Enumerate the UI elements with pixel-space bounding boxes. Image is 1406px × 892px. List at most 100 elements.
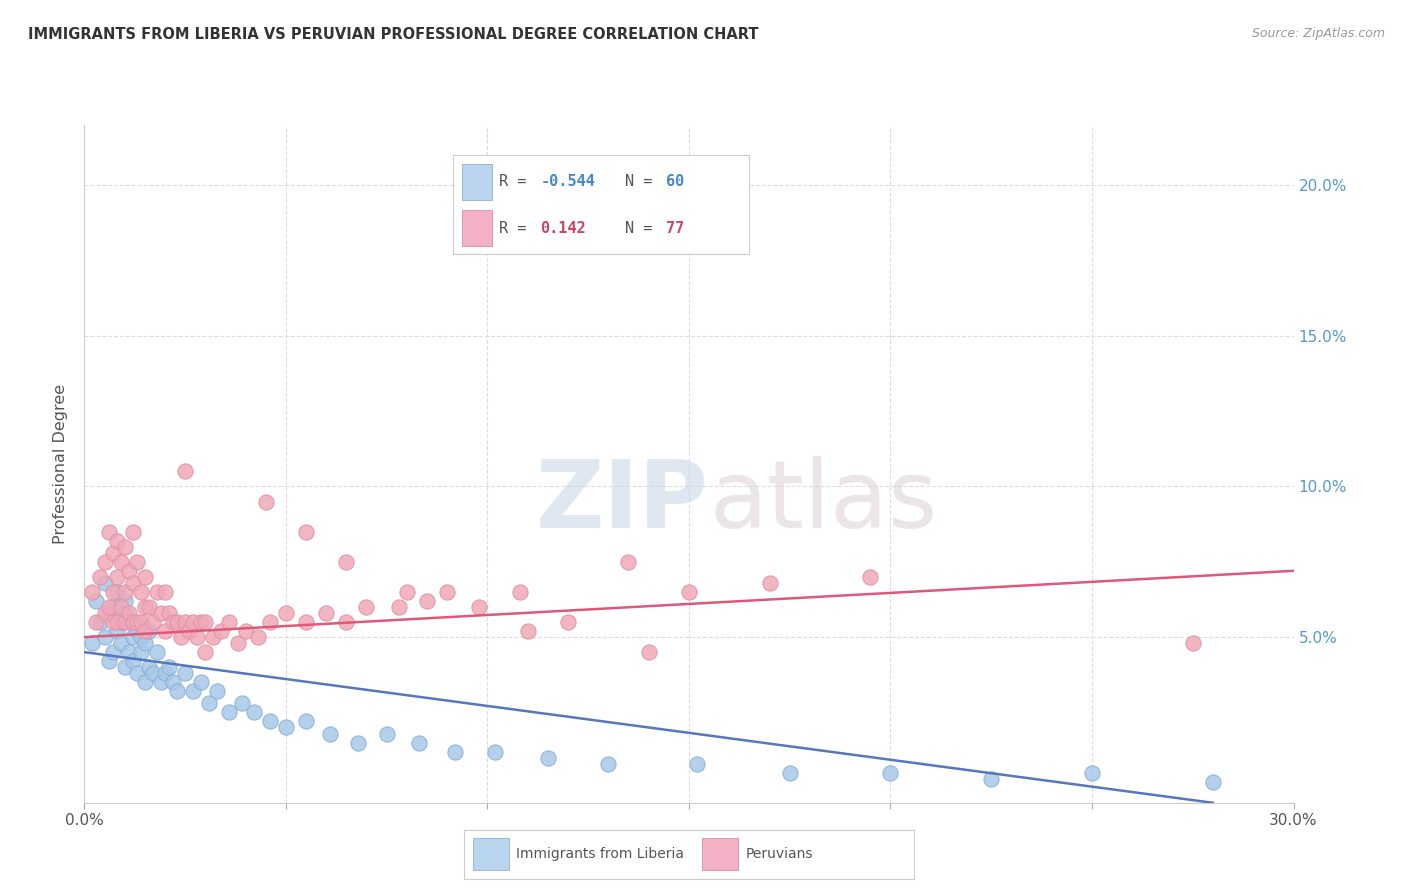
Point <box>114 606 136 620</box>
Point <box>444 745 467 759</box>
Point <box>259 714 281 729</box>
Point <box>110 599 132 614</box>
Point <box>395 585 418 599</box>
Point <box>207 684 229 698</box>
Point <box>101 599 124 614</box>
Point <box>105 533 128 548</box>
Point <box>93 630 115 644</box>
Point <box>557 615 579 629</box>
Point <box>134 624 156 638</box>
Point <box>295 615 318 629</box>
Point <box>125 555 148 569</box>
Point <box>179 624 201 638</box>
Point <box>779 765 801 780</box>
Point <box>125 666 148 681</box>
Point <box>146 645 169 659</box>
Point <box>97 524 120 539</box>
Point <box>129 630 152 644</box>
Point <box>259 615 281 629</box>
Point <box>859 570 882 584</box>
Text: 0.142: 0.142 <box>540 220 586 235</box>
Point <box>194 645 217 659</box>
Point <box>468 599 491 614</box>
Point <box>190 615 212 629</box>
Point <box>153 624 176 638</box>
Y-axis label: Professional Degree: Professional Degree <box>53 384 69 544</box>
Text: Immigrants from Liberia: Immigrants from Liberia <box>516 847 683 861</box>
Text: Source: ZipAtlas.com: Source: ZipAtlas.com <box>1251 27 1385 40</box>
Point <box>121 575 143 590</box>
Point <box>121 654 143 668</box>
Point <box>436 585 458 599</box>
Point <box>166 615 188 629</box>
Point <box>408 735 430 749</box>
Point <box>105 624 128 638</box>
Point <box>174 666 197 681</box>
Point <box>118 564 141 578</box>
Text: 77: 77 <box>666 220 685 235</box>
Point <box>149 606 172 620</box>
Point <box>125 624 148 638</box>
Point <box>110 636 132 650</box>
Point <box>295 714 318 729</box>
Point <box>181 684 204 698</box>
Point <box>114 585 136 599</box>
Point <box>980 772 1002 786</box>
Point <box>118 615 141 629</box>
Text: IMMIGRANTS FROM LIBERIA VS PERUVIAN PROFESSIONAL DEGREE CORRELATION CHART: IMMIGRANTS FROM LIBERIA VS PERUVIAN PROF… <box>28 27 759 42</box>
Point <box>254 494 277 508</box>
Bar <box>472 838 509 870</box>
Point <box>356 599 378 614</box>
Point <box>82 636 104 650</box>
Point <box>484 745 506 759</box>
Point <box>114 594 136 608</box>
Point <box>231 697 253 711</box>
Point <box>138 624 160 638</box>
Point <box>315 606 337 620</box>
Point <box>1181 636 1204 650</box>
Point <box>235 624 257 638</box>
Point <box>347 735 370 749</box>
Text: N =: N = <box>626 175 661 189</box>
Point <box>509 585 531 599</box>
Point <box>153 666 176 681</box>
Point <box>121 630 143 644</box>
Point <box>1081 765 1104 780</box>
Point <box>97 606 120 620</box>
Point <box>129 645 152 659</box>
Point <box>295 524 318 539</box>
Point <box>686 756 709 771</box>
Point <box>226 636 249 650</box>
Point <box>110 615 132 629</box>
Point <box>181 615 204 629</box>
Point <box>242 706 264 720</box>
Point <box>101 585 124 599</box>
Point <box>101 615 124 629</box>
Point <box>138 660 160 674</box>
Point <box>637 645 659 659</box>
Point <box>166 684 188 698</box>
Point <box>335 615 357 629</box>
Bar <box>463 164 492 200</box>
Point <box>194 615 217 629</box>
Point <box>274 606 297 620</box>
Point <box>153 585 176 599</box>
Point <box>105 585 128 599</box>
Point <box>129 585 152 599</box>
Point <box>678 585 700 599</box>
Point <box>82 585 104 599</box>
Point <box>110 555 132 569</box>
Point <box>375 726 398 740</box>
Text: Peruvians: Peruvians <box>745 847 813 861</box>
Point <box>121 524 143 539</box>
Point <box>97 654 120 668</box>
Point <box>134 636 156 650</box>
Point <box>93 575 115 590</box>
Point <box>157 606 180 620</box>
Point <box>146 585 169 599</box>
Point <box>274 721 297 735</box>
Point <box>537 750 560 764</box>
Point <box>174 464 197 478</box>
Text: N =: N = <box>626 220 661 235</box>
Point <box>118 606 141 620</box>
